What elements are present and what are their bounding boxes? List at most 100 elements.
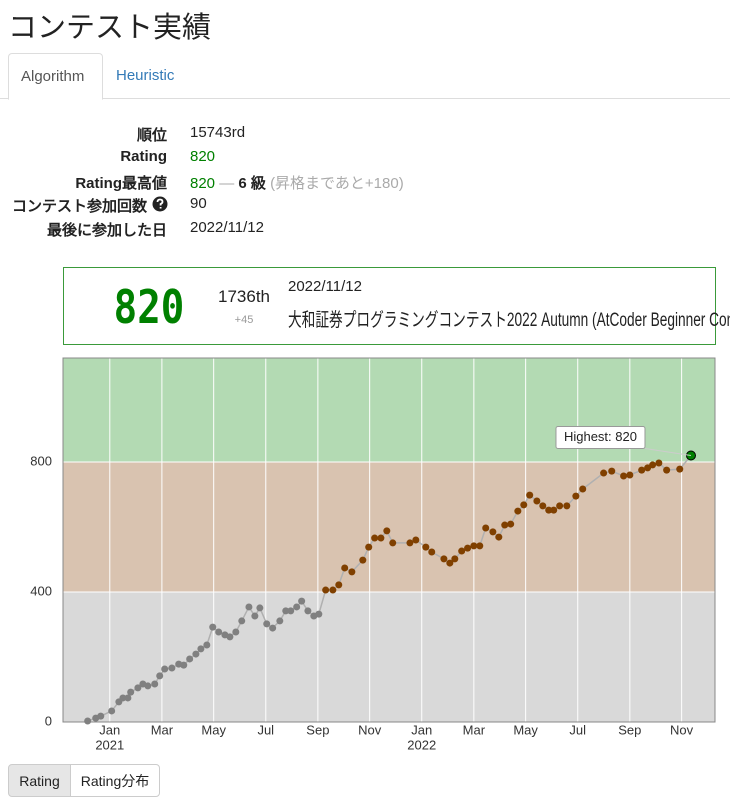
row-value: 90 [190, 195, 207, 212]
data-point [451, 555, 459, 563]
data-point [287, 607, 295, 615]
x-tick-label: Jul [257, 722, 274, 737]
data-point [186, 655, 194, 663]
card-rating: 820 [113, 280, 185, 334]
data-point [151, 680, 159, 688]
data-point [526, 491, 534, 499]
row-value: 820 [190, 175, 216, 192]
data-point [579, 485, 587, 493]
button[interactable]: Rating分布 [70, 764, 160, 797]
data-point [251, 612, 259, 620]
x-tick-label: Sep [306, 722, 329, 737]
data-point [335, 581, 343, 589]
data-point [470, 542, 478, 550]
row-label: 順位 [136, 127, 167, 144]
data-point [341, 564, 349, 572]
x-tick-label: Sep [618, 722, 641, 737]
separator: — [219, 175, 235, 192]
data-point [550, 506, 558, 514]
data-point [168, 664, 176, 672]
data-point [377, 534, 385, 542]
data-point [638, 466, 646, 474]
tab-active[interactable]: Algorithm [8, 53, 103, 100]
data-point [322, 586, 330, 594]
data-point [209, 623, 217, 631]
data-point [359, 556, 367, 564]
data-point [97, 712, 105, 720]
data-point [406, 539, 414, 547]
row-label: Rating [120, 148, 167, 165]
y-tick-label: 800 [30, 453, 52, 468]
data-point [226, 633, 234, 641]
x-tick-label: May [201, 722, 226, 737]
data-point [464, 544, 472, 552]
card-change: +45 [234, 314, 254, 326]
x-tick-label: Jul [569, 722, 586, 737]
data-point [501, 521, 509, 529]
y-tick-label: 0 [45, 713, 52, 728]
data-point [663, 466, 671, 474]
data-point [119, 694, 127, 702]
x-tick-label: Mar [151, 722, 174, 737]
tab-link[interactable]: Heuristic [116, 67, 175, 84]
data-point [269, 624, 277, 632]
page-title: コンテスト実績 [8, 12, 212, 44]
row-value: 15743rd [190, 124, 246, 141]
tooltip-text: Highest: 820 [564, 429, 637, 444]
x-tick-label: Nov [358, 722, 382, 737]
data-point [180, 661, 188, 669]
rank: 6 級 [238, 175, 266, 192]
data-point [620, 472, 628, 480]
data-point [84, 717, 92, 725]
data-point [293, 603, 301, 611]
data-point [572, 492, 580, 500]
data-point [446, 559, 454, 567]
highest-tooltip: Highest: 820 [555, 426, 692, 456]
card-contest-name: 大和証券プログラミングコンテスト2022 Autumn (AtCoder Beg… [288, 310, 730, 331]
data-point [608, 467, 616, 475]
data-point [144, 682, 152, 690]
data-point [256, 604, 264, 612]
data-point [197, 645, 205, 653]
data-point [533, 497, 541, 505]
data-point [161, 665, 169, 673]
data-point [422, 543, 430, 551]
x-tick-label: Jan [411, 722, 432, 737]
data-point [495, 533, 503, 541]
row-label: コンテスト参加回数 [11, 198, 147, 215]
help-icon[interactable] [152, 196, 168, 212]
data-point [329, 586, 337, 594]
data-point [563, 502, 571, 510]
data-point [676, 465, 684, 473]
note: (昇格まであと+180) [270, 175, 404, 192]
data-point [192, 650, 200, 658]
data-point [298, 597, 306, 605]
data-point [263, 620, 271, 628]
data-point [556, 502, 564, 510]
data-point [203, 641, 211, 649]
data-point [232, 628, 240, 636]
data-point [476, 542, 484, 550]
data-point [545, 506, 553, 514]
row-label: Rating最高値 [75, 175, 167, 192]
data-point [440, 555, 448, 563]
row-value: 820 [190, 148, 216, 165]
rating-chart: Jan Mar May Jul Sep Nov Jan Mar May Jul Sep Nov 2021… [30, 357, 716, 752]
contest-card: 820 1736th +45 2022/11/12 大和証券プログラミングコンテ… [63, 267, 730, 345]
data-point [507, 520, 515, 528]
data-point [626, 471, 634, 479]
tab-border [0, 98, 730, 99]
tooltip-connector [644, 448, 692, 456]
button-active[interactable]: Rating [8, 764, 71, 797]
data-point [215, 628, 223, 636]
data-point [428, 548, 436, 556]
data-point [482, 524, 490, 532]
data-point [371, 534, 379, 542]
data-point [108, 707, 116, 715]
y-tick-label: 400 [30, 583, 52, 598]
x-year-label: 2022 [407, 737, 436, 752]
data-point [245, 603, 253, 611]
data-point [304, 607, 312, 615]
